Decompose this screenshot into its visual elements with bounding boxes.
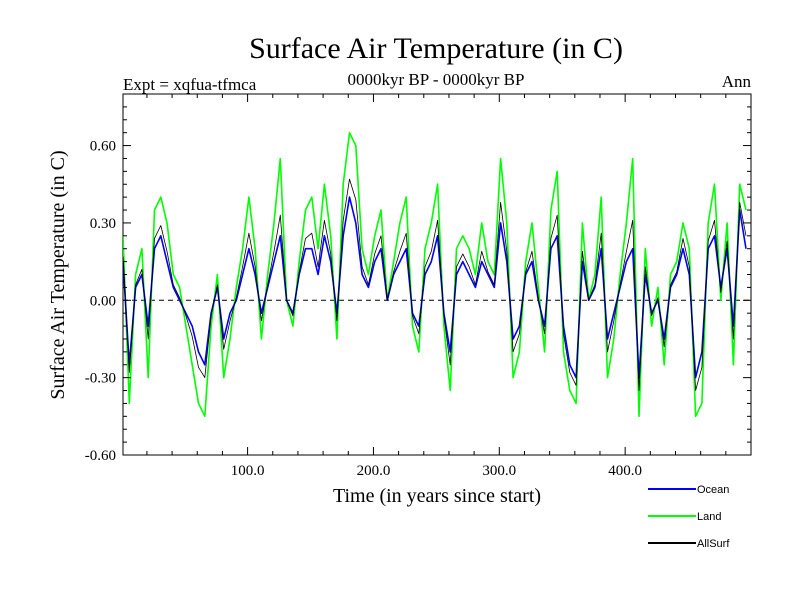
y-tick-label: -0.30 xyxy=(85,371,116,387)
series-line-land xyxy=(123,131,747,418)
x-tick-label: 400.0 xyxy=(608,463,642,479)
y-tick-label: -0.60 xyxy=(85,448,116,464)
y-tick-label: 0.60 xyxy=(90,139,116,155)
x-tick-label: 200.0 xyxy=(357,463,391,479)
x-axis: 100.0 200.0 300.0 400.0 xyxy=(146,94,727,479)
series-line-allsurf xyxy=(123,178,747,391)
experiment-label: Expt = xqfua-tfmca xyxy=(123,75,257,94)
y-tick-label: 0.30 xyxy=(90,216,116,232)
legend-label-land: Land xyxy=(697,511,721,523)
legend-label-ocean: Ocean xyxy=(697,484,729,496)
y-axis: -0.60 -0.30 0.00 0.30 0.60 xyxy=(85,93,751,464)
plot-area xyxy=(123,131,751,418)
x-tick-label: 100.0 xyxy=(231,463,265,479)
x-tick-label: 300.0 xyxy=(482,463,516,479)
season-label: Ann xyxy=(722,72,752,91)
y-tick-label: 0.00 xyxy=(90,293,116,309)
chart-subtitle: 0000kyr BP - 0000kyr BP xyxy=(348,70,525,89)
legend-label-allsurf: AllSurf xyxy=(697,538,730,550)
chart-title: Surface Air Temperature (in C) xyxy=(249,32,623,65)
x-axis-label: Time (in years since start) xyxy=(333,485,541,507)
legend: Ocean Land AllSurf xyxy=(648,484,730,550)
y-axis-label: Surface Air Temperature (in C) xyxy=(47,150,69,399)
